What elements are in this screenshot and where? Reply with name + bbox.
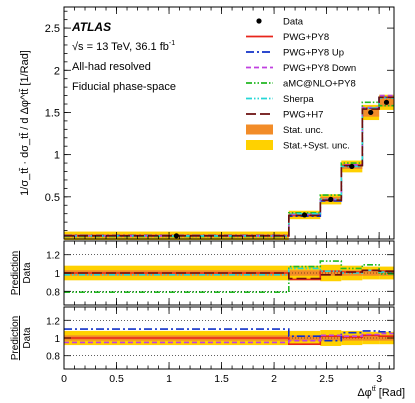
legend-label-pwg-py8: PWG+PY8 xyxy=(283,32,329,43)
main-y-tick-label: 2.5 xyxy=(45,23,60,35)
data-point xyxy=(383,99,390,105)
main-data-points xyxy=(173,99,390,239)
r2-line-pwg-py8-down xyxy=(64,332,394,344)
main-y-ticks: 0.5 1 1.5 2 2.5 xyxy=(45,10,394,231)
r1-stat-band xyxy=(341,270,363,276)
legend-label-pwg-h7: PWG+H7 xyxy=(283,110,323,121)
ratio-panel-1: 0.8 1 1.2 Prediction Data xyxy=(10,240,395,306)
r2-y-tick-label: 1.2 xyxy=(46,316,60,327)
x-tick-label: 2.5 xyxy=(319,373,334,385)
channel-label: All-had resolved xyxy=(72,61,151,73)
r2-line-pwg-py8-up xyxy=(64,328,394,342)
legend-label-sherpa: Sherpa xyxy=(283,94,314,105)
r1-stat-band xyxy=(379,270,394,276)
legend-label-stat-unc-: Stat. unc. xyxy=(283,125,323,136)
energy-label: √s = 13 TeV, 36.1 fb-1 xyxy=(72,40,175,53)
ratio-1-y-axis-label: Prediction Data xyxy=(10,251,33,295)
x-tick-label: 2 xyxy=(271,373,277,385)
x-tick-label: 1.5 xyxy=(214,373,229,385)
x-tick-label: 3 xyxy=(376,373,382,385)
r1-line-amc-nlo-py8 xyxy=(64,260,394,293)
ratio-2-y-ticks: 0.8 1 1.2 xyxy=(46,316,394,363)
main-x-ticks xyxy=(63,7,391,239)
x-tick-label: 1 xyxy=(166,373,172,385)
legend-marker-data xyxy=(256,18,262,24)
main-y-tick-label: 2 xyxy=(54,65,60,77)
ratio-2-y-axis-label: Prediction Data xyxy=(10,316,33,360)
ratio-2-x-ticks xyxy=(63,307,391,369)
main-panel: 0.5 1 1.5 2 2.5 1/σ_tt̄ · dσ_tt̄ / d Δφ^tt̄ … xyxy=(19,6,395,241)
x-tick-label: 0 xyxy=(61,373,67,385)
ratio-1-x-ticks xyxy=(63,241,391,305)
x-axis-label: Δφtt̄ [Rad] xyxy=(357,385,405,399)
legend-label-pwg-py8-up: PWG+PY8 Up xyxy=(283,48,344,59)
legend: Data PWG+PY8 PWG+PY8 Up PWG+PY8 Down aMC@NLO… xyxy=(246,17,356,152)
svg-text:Data: Data xyxy=(22,262,33,284)
svg-text:Data: Data xyxy=(22,327,33,349)
ratio-1-y-ticks: 0.8 1 1.2 xyxy=(46,251,394,298)
x-tick-label: 0.5 xyxy=(109,373,124,385)
x-tick-labels: 0 0.5 1 1.5 2 2.5 3 xyxy=(61,373,382,385)
legend-box-stat-unc- xyxy=(246,124,273,135)
main-y-tick-label: 0.5 xyxy=(45,192,60,204)
svg-text:Prediction: Prediction xyxy=(10,251,21,295)
ratio-2-prediction-lines xyxy=(64,328,394,345)
legend-label-amc-nlo-py8: aMC@NLO+PY8 xyxy=(283,79,356,90)
legend-label-data: Data xyxy=(283,17,304,28)
data-point xyxy=(173,233,179,239)
data-point xyxy=(368,109,374,116)
r1-stat-band xyxy=(320,270,342,276)
r2-y-tick-label: 0.8 xyxy=(46,352,60,363)
ratio-panel-2: 0.8 1 1.2 Prediction Data xyxy=(10,306,395,370)
main-prediction-lines xyxy=(64,94,394,238)
legend-label-pwg-py8-down: PWG+PY8 Down xyxy=(283,63,356,74)
svg-text:Prediction: Prediction xyxy=(10,316,21,360)
main-y-tick-label: 1 xyxy=(54,150,60,162)
phase-space-label: Fiducial phase-space xyxy=(72,81,176,93)
experiment-label: ATLAS xyxy=(71,20,111,34)
data-point xyxy=(301,212,308,218)
r2-stat-band xyxy=(379,335,394,341)
legend-label-stat-syst-unc-: Stat.+Syst. unc. xyxy=(283,141,350,152)
r1-y-tick-label: 0.8 xyxy=(46,287,60,298)
legend-box-stat-syst-unc- xyxy=(246,140,273,150)
r1-y-tick-label: 1.2 xyxy=(46,251,60,262)
data-point xyxy=(349,163,355,170)
r2-stat-band xyxy=(320,335,342,341)
ratio-1-prediction-lines xyxy=(64,260,394,293)
main-uncertainty-bands xyxy=(64,94,394,241)
main-frame xyxy=(63,6,395,240)
main-y-tick-label: 1.5 xyxy=(45,107,60,119)
main-line-sherpa xyxy=(64,97,394,237)
main-line-pwg-h7 xyxy=(64,96,394,237)
main-y-axis-label: 1/σ_tt̄ · dσ_tt̄ / d Δφ^tt̄ [1/Rad] xyxy=(19,50,31,196)
data-point xyxy=(328,196,334,202)
r1-y-tick-label: 1 xyxy=(54,269,60,280)
r1-line-pwg-h7 xyxy=(64,269,394,280)
r2-y-tick-label: 1 xyxy=(54,334,60,345)
r2-stat-band xyxy=(341,335,363,341)
